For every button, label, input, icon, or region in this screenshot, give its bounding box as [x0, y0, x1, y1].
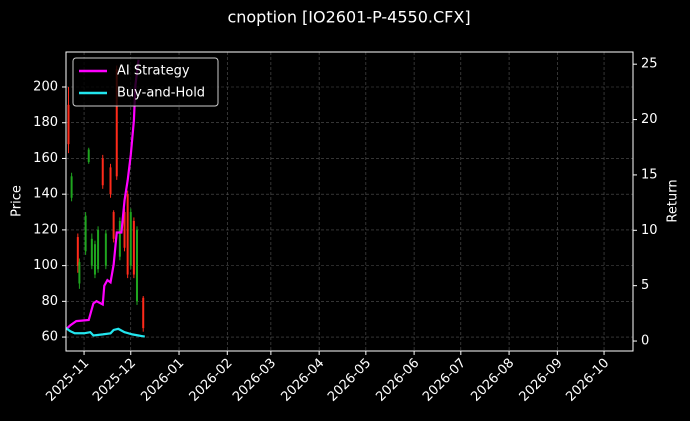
y2-axis-label: Return [666, 179, 681, 222]
candle-body [101, 158, 104, 186]
y-tick-label: 100 [33, 258, 58, 273]
candle-body [118, 220, 121, 257]
y-tick-label: 200 [33, 80, 58, 95]
candle-body [129, 212, 132, 266]
y2-tick-label: 5 [641, 278, 649, 293]
y2-tick-label: 10 [641, 223, 658, 238]
y-tick-label: 120 [33, 222, 58, 237]
candle-body [67, 104, 70, 145]
candle-body [112, 212, 115, 239]
candle-body [90, 238, 93, 266]
candle-body [93, 244, 96, 275]
y-tick-label: 160 [33, 151, 58, 166]
candle-body [70, 176, 73, 198]
y-tick-label: 140 [33, 187, 58, 202]
y-axis-label: Price [10, 185, 25, 217]
y-tick-label: 180 [33, 115, 58, 130]
plot-frame [65, 51, 634, 352]
chart-title: cnoption [IO2601-P-4550.CFX] [227, 8, 470, 27]
y2-tick-label: 20 [641, 112, 658, 127]
y-tick-label: 60 [41, 330, 58, 345]
y-tick-label: 80 [41, 294, 58, 309]
y2-tick-label: 25 [641, 57, 658, 72]
candle-body [123, 212, 126, 248]
candle-body [76, 237, 79, 266]
line-series [66, 59, 140, 331]
legend-box [72, 57, 219, 107]
candle-body [104, 233, 107, 266]
candle-body [126, 194, 129, 275]
y2-tick-label: 0 [641, 334, 649, 349]
candle-body [87, 149, 90, 163]
candle-body [135, 229, 138, 302]
candle-body [84, 215, 87, 252]
candle-body [132, 220, 135, 275]
candle-body [115, 69, 118, 177]
candle-body [97, 229, 100, 270]
candle-body [78, 262, 81, 284]
line-series [66, 326, 145, 338]
plot-area [66, 59, 145, 338]
candle-body [142, 297, 145, 329]
legend-label: Buy-and-Hold [117, 86, 205, 101]
y2-tick-label: 15 [641, 167, 658, 182]
candle-body [109, 167, 112, 195]
legend-label: AI Strategy [117, 64, 190, 79]
